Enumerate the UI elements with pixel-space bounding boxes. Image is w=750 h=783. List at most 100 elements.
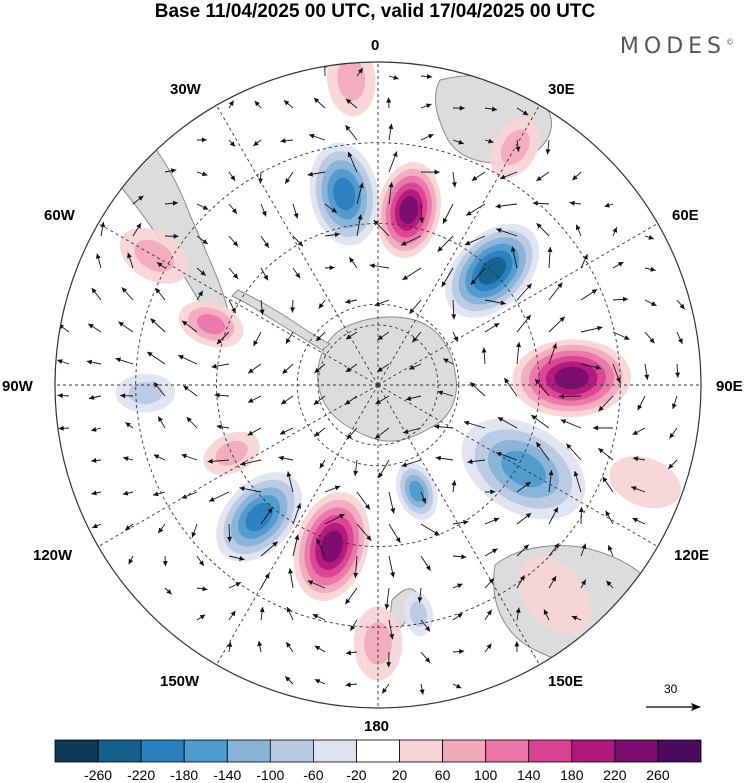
wind-vector-head — [264, 573, 270, 579]
wind-vector-head — [201, 171, 208, 177]
colorbar-swatch — [614, 739, 659, 763]
wind-vector-head — [216, 424, 222, 430]
wind-vector-head — [632, 430, 639, 435]
wind-vector-head — [463, 420, 470, 426]
wind-vector-head — [525, 513, 532, 519]
wind-vector-head — [239, 486, 245, 492]
wind-vector-head — [287, 607, 292, 613]
wind-vector-head — [307, 171, 313, 177]
wind-vector-head — [150, 318, 156, 324]
wind-vector-head — [597, 325, 603, 331]
wind-vector-head — [202, 205, 209, 210]
anomaly-contour — [320, 530, 343, 563]
wind-vector-head — [470, 279, 476, 285]
wind-vector-head — [591, 289, 598, 295]
reference-vector-head — [691, 703, 701, 711]
wind-vector-head — [403, 429, 409, 434]
wind-vector-head — [525, 314, 531, 321]
wind-vector-head — [481, 347, 487, 353]
wind-vector-head — [209, 497, 215, 502]
wind-vector-head — [464, 240, 471, 246]
wind-vector-head — [339, 514, 345, 519]
colorbar-swatch — [140, 739, 185, 763]
colorbar-tick-label: 180 — [560, 767, 584, 783]
wind-vector-head — [650, 301, 657, 306]
wind-vector-head — [457, 583, 463, 589]
wind-vector-head — [455, 683, 462, 689]
wind-vector-head — [229, 141, 235, 147]
anomaly-contour — [409, 601, 427, 627]
colorbar-swatch — [399, 739, 443, 763]
wind-vector-head — [153, 454, 160, 460]
wind-vector-head — [198, 560, 204, 566]
anomaly-contour — [245, 502, 273, 532]
wind-vector-head — [598, 448, 604, 454]
wind-vector-head — [285, 178, 290, 184]
wind-vector-head — [319, 462, 325, 469]
wind-vector-head — [285, 338, 291, 344]
wind-vector-head — [378, 472, 384, 478]
reference-vector-label: 30 — [664, 682, 678, 696]
wind-vector-head — [467, 459, 473, 465]
wind-vector-head — [227, 641, 233, 647]
wind-vector-head — [557, 282, 563, 288]
wind-vector-head — [91, 426, 97, 432]
wind-vector-head — [608, 545, 613, 551]
wind-vector-head — [239, 556, 245, 561]
lon-label-150w: 150W — [160, 673, 200, 690]
wind-vector-head — [191, 532, 197, 538]
wind-vector-head — [253, 340, 258, 346]
wind-vector-head — [207, 458, 213, 464]
colorbar-tick-label: 220 — [603, 767, 627, 783]
wind-vector-head — [286, 471, 292, 477]
wind-vector-head — [672, 403, 677, 409]
wind-vector-head — [495, 203, 501, 209]
wind-vector-head — [285, 676, 291, 682]
wind-vector-head — [278, 455, 284, 461]
wind-vector-head — [679, 303, 685, 310]
wind-vector-head — [178, 355, 184, 360]
wind-vector-head — [384, 604, 390, 610]
anomaly-contour — [518, 556, 591, 635]
anomaly-contour — [197, 314, 226, 335]
wind-vector-head — [345, 125, 351, 131]
wind-vector-head — [598, 405, 604, 412]
wind-vector-head — [622, 296, 628, 302]
wind-vector-head — [434, 424, 440, 430]
anomaly-layer — [115, 62, 681, 681]
wind-vector-head — [128, 558, 134, 565]
wind-vector-head — [386, 662, 392, 668]
wind-vector-head — [316, 538, 321, 544]
wind-vector-head — [437, 246, 443, 252]
wind-vector-head — [412, 336, 418, 343]
wind-vector-head — [58, 425, 64, 431]
wind-vector-head — [313, 399, 320, 405]
lon-label-0: 0 — [371, 37, 380, 54]
colorbar-swatch — [183, 739, 228, 763]
wind-vector-head — [617, 262, 624, 267]
wind-vector-head — [382, 688, 388, 694]
wind-vector-head — [120, 393, 126, 399]
wind-vector-head — [92, 523, 98, 529]
wind-vector-head — [57, 359, 63, 364]
wind-vector-head — [201, 137, 207, 143]
lon-label-30w: 30W — [170, 81, 201, 98]
wind-vector-head — [523, 544, 529, 550]
anomaly-contour — [333, 177, 356, 211]
wind-vector-head — [435, 455, 441, 461]
wind-vector-head — [147, 351, 153, 357]
wind-vector-head — [488, 578, 494, 584]
wind-vector-head — [377, 335, 383, 340]
wind-vector-head — [366, 535, 372, 541]
wind-vector-head — [272, 541, 278, 547]
map-title: Base 11/04/2025 00 UTC, valid 17/04/2025… — [154, 1, 596, 22]
latitude-circle — [216, 223, 540, 547]
wind-vector-head — [57, 393, 63, 399]
brand-name: MODES — [619, 34, 726, 59]
wind-vector-head — [606, 580, 612, 587]
wind-vector-head — [543, 609, 549, 615]
wind-vector-head — [173, 233, 179, 239]
wind-vector-head — [516, 342, 522, 348]
wind-vector-head — [428, 134, 434, 139]
wind-vector-head — [346, 334, 352, 340]
